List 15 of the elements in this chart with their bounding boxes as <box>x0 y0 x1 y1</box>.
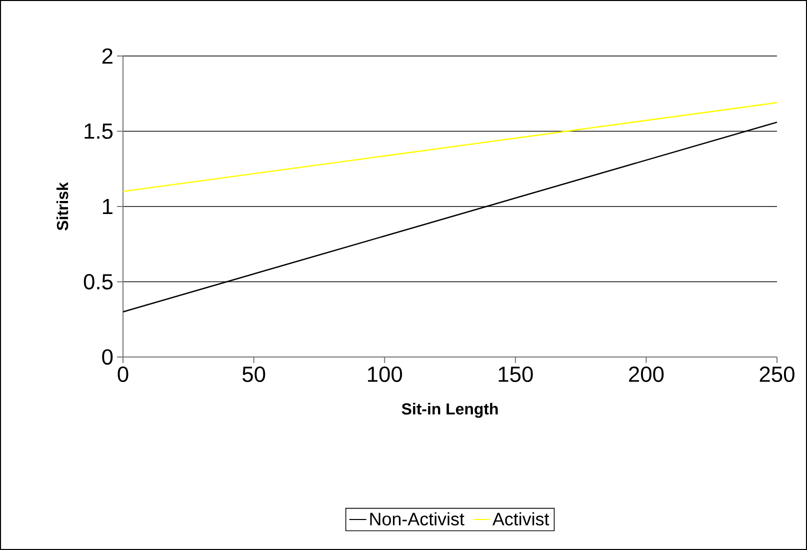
y-tick-label: 1 <box>102 198 112 214</box>
x-tick-label: 250 <box>760 366 794 382</box>
y-tick-label: 1.5 <box>84 124 113 139</box>
legend-label: Activist <box>492 512 550 526</box>
x-tick-label: 200 <box>629 366 664 382</box>
y-tick-label: 0.5 <box>84 274 113 290</box>
x-tick-label: 150 <box>498 366 533 382</box>
y-axis-title: Sitrisk <box>56 182 68 230</box>
x-tick-label: 0 <box>118 366 128 382</box>
x-axis-title: Sit-in Length <box>402 402 498 418</box>
y-tick-label: 2 <box>102 48 112 64</box>
x-tick-label: 50 <box>242 366 266 382</box>
legend-label: Non-Activist <box>370 512 464 526</box>
y-tick-label: 0 <box>102 349 113 365</box>
x-tick-label: 100 <box>368 366 402 382</box>
